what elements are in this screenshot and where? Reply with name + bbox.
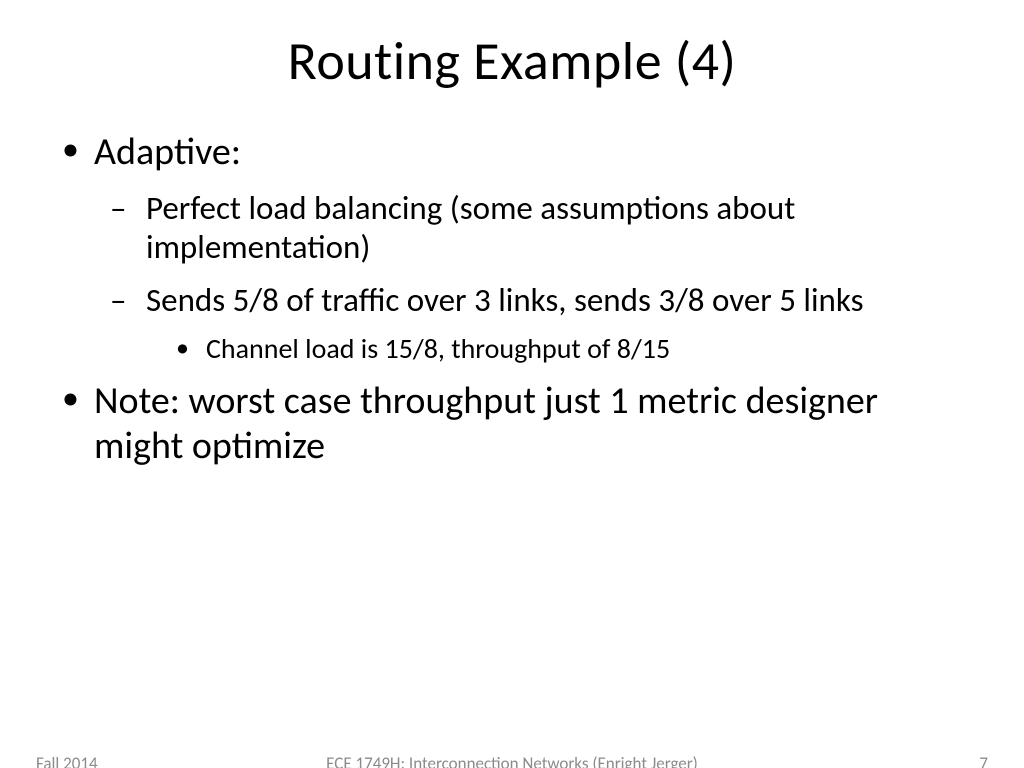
slide: Routing Example (4) Adaptive: Perfect lo…: [0, 28, 1024, 768]
slide-footer: Fall 2014 ECE 1749H: Interconnection Net…: [0, 753, 1024, 768]
list-item: Sends 5/8 of traffic over 3 links, sends…: [94, 281, 966, 365]
bullet-list-lvl1: Adaptive: Perfect load balancing (some a…: [58, 130, 966, 468]
list-item: Adaptive: Perfect load balancing (some a…: [58, 130, 966, 365]
bullet-text: Adaptive:: [94, 129, 241, 175]
list-item: Perfect load balancing (some assumptions…: [94, 189, 966, 267]
slide-title: Routing Example (4): [0, 28, 1024, 94]
footer-page-number: 7: [979, 753, 988, 768]
bullet-text: Channel load is 15/8, throughput of 8/15: [206, 331, 670, 366]
bullet-list-lvl3: Channel load is 15/8, throughput of 8/15: [146, 332, 966, 365]
list-item: Channel load is 15/8, throughput of 8/15: [146, 332, 966, 365]
bullet-text: Perfect load balancing (some assumptions…: [146, 188, 795, 267]
slide-body: Adaptive: Perfect load balancing (some a…: [0, 130, 1024, 468]
bullet-text: Sends 5/8 of traffic over 3 links, sends…: [146, 280, 864, 320]
footer-course: ECE 1749H: Interconnection Networks (Enr…: [36, 753, 988, 768]
bullet-text: Note: worst case throughput just 1 metri…: [94, 378, 878, 469]
bullet-list-lvl2: Perfect load balancing (some assumptions…: [94, 189, 966, 365]
footer-date: Fall 2014: [36, 753, 98, 768]
list-item: Note: worst case throughput just 1 metri…: [58, 379, 966, 469]
